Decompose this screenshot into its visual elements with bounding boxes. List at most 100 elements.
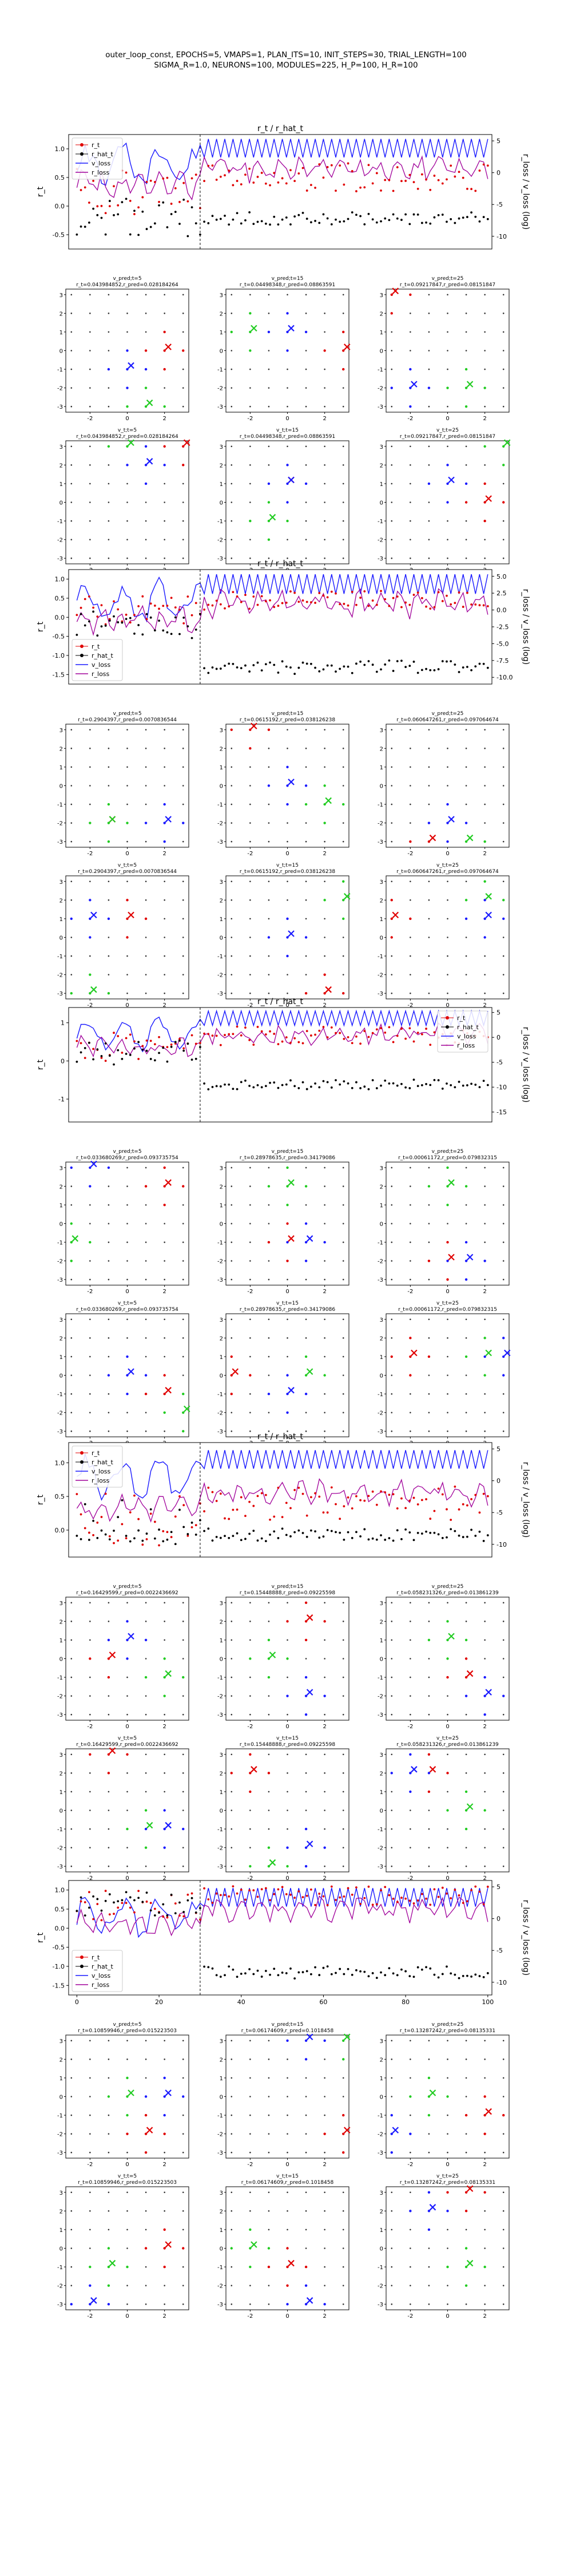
grid-dot [163, 840, 165, 843]
grid-dot [145, 1714, 147, 1716]
grid-dot [428, 748, 430, 749]
grid-dot [305, 1658, 307, 1660]
grid-subplot-caption: r_t=0.09217847,r_pred=0.08151847 [400, 282, 495, 288]
grid-dot [89, 2115, 91, 2116]
grid-dot [231, 1809, 232, 1811]
grid-dot [182, 880, 184, 882]
r-t-point [289, 169, 292, 171]
grid-dot [324, 2059, 325, 2060]
grid-y-tick-label: 2 [59, 1619, 63, 1625]
grid-dot [447, 1791, 448, 1793]
grid-dot [89, 331, 91, 333]
grid-x-tick-label: -2 [247, 2162, 253, 2168]
grid-dot [466, 1318, 467, 1320]
r-t-point [182, 182, 185, 184]
grid-y-tick-label: -1 [57, 519, 63, 525]
r-t-point [434, 175, 436, 177]
grid-dot [446, 386, 448, 389]
legend-label: r_hat_t [457, 1024, 479, 1031]
grid-dot [231, 1167, 232, 1168]
grid-dot [391, 483, 392, 485]
grid-y-tick-label: -1 [217, 1827, 223, 1833]
grid-y-tick-label: -2 [217, 2283, 223, 2290]
grid-dot [70, 501, 72, 503]
y-axis-label-left: r_t [36, 186, 45, 197]
grid-dot [391, 1658, 392, 1660]
grid-dot [503, 2285, 505, 2286]
grid-subplot-title: v_pred;t=15 [272, 711, 304, 717]
grid-dot [446, 840, 448, 843]
r-t-point [339, 164, 341, 167]
r-hat-t-point [400, 659, 403, 662]
r-t-point [293, 1037, 296, 1040]
r-hat-t-point [318, 670, 320, 673]
r-t-point [170, 203, 173, 205]
r-t-point [285, 1893, 288, 1895]
grid-dot [483, 483, 486, 485]
r-t-point [162, 1915, 164, 1918]
r-t-point [359, 596, 362, 599]
grid-dot [503, 1714, 505, 1716]
grid-dot [466, 804, 467, 805]
grid-dot [503, 1167, 505, 1168]
r-hat-t-point [261, 1538, 263, 1540]
r-t-point [335, 189, 337, 192]
grid-y-tick-label: 0 [220, 349, 223, 355]
grid-dot [108, 1828, 110, 1830]
grid-dot [182, 313, 184, 314]
r-hat-t-point [240, 1539, 243, 1541]
grid-dot [268, 1204, 270, 1206]
r-hat-t-point [404, 666, 407, 668]
grid-dot [182, 2304, 184, 2305]
grid-dot [324, 2285, 325, 2286]
grid-dot [391, 880, 392, 882]
grid-dot [145, 1621, 147, 1622]
grid-dot [70, 350, 72, 351]
grid-dot [343, 2266, 344, 2268]
grid-dot [70, 1791, 72, 1793]
grid-dot [305, 1753, 307, 1755]
grid-dot [410, 2304, 411, 2305]
r-hat-t-point [318, 1536, 320, 1539]
r-t-point [413, 594, 415, 596]
grid-dot [287, 1753, 288, 1755]
grid-dot [89, 2096, 91, 2097]
r-t-point [212, 605, 214, 607]
r-t-point [359, 1903, 362, 1905]
r-t-point [355, 1886, 357, 1888]
grid-dot [145, 558, 147, 559]
r-t-point [446, 1508, 448, 1511]
r-hat-t-point [216, 219, 218, 221]
grid-dot [484, 558, 486, 559]
y-tick-label-right: 2.5 [496, 590, 507, 597]
r-hat-t-point [182, 617, 185, 619]
grid-dot [164, 1337, 165, 1339]
grid-dot [163, 445, 165, 448]
grid-subplot-caption: r_t=0.058231326,r_pred=0.013861239 [396, 1590, 499, 1596]
grid-dot [70, 1772, 72, 1774]
r-t-point [417, 1032, 419, 1034]
x-tick-label: 40 [237, 1998, 245, 2006]
grid-dot [286, 766, 288, 768]
grid-dot [182, 2285, 184, 2286]
grid-subplot-title: v_t;t=15 [276, 863, 299, 868]
grid-dot [249, 747, 251, 749]
grid-dot [465, 501, 467, 503]
grid-dot [286, 1374, 288, 1376]
grid-dot [249, 767, 251, 768]
r-hat-t-point [109, 1538, 111, 1540]
grid-dot [324, 539, 325, 540]
r-hat-t-point [244, 1538, 247, 1540]
r-t-point [323, 1511, 325, 1514]
grid-dot [70, 2247, 72, 2249]
r-t-point [129, 621, 132, 623]
r-hat-t-point [462, 666, 464, 669]
grid-dot [465, 2114, 467, 2116]
r-hat-t-point [125, 1053, 128, 1055]
grid-dot [484, 331, 486, 333]
r-hat-t-point [314, 1082, 316, 1085]
r-t-point [248, 1501, 251, 1503]
grid-dot [484, 1186, 486, 1187]
grid-dot [268, 1167, 270, 1168]
